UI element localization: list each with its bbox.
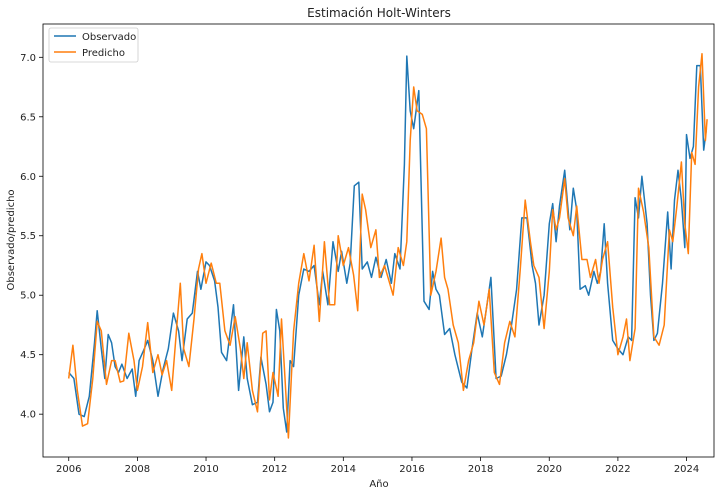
y-tick-label: 4.0 bbox=[20, 410, 36, 421]
x-tick-label: 2006 bbox=[56, 464, 81, 475]
x-tick-label: 2020 bbox=[537, 464, 562, 475]
x-tick-label: 2016 bbox=[399, 464, 424, 475]
x-tick-label: 2008 bbox=[125, 464, 150, 475]
y-tick-label: 6.0 bbox=[20, 172, 36, 183]
legend-label-observado: Observado bbox=[82, 32, 136, 43]
x-tick-label: 2010 bbox=[193, 464, 218, 475]
y-tick-label: 5.0 bbox=[20, 291, 36, 302]
y-tick-label: 4.5 bbox=[20, 350, 36, 361]
y-tick-label: 7.0 bbox=[20, 53, 36, 64]
legend: Observado Predicho bbox=[48, 27, 139, 63]
chart-title: Estimación Holt-Winters bbox=[307, 6, 451, 20]
x-tick-label: 2012 bbox=[262, 464, 287, 475]
series-line-predicho bbox=[67, 52, 708, 439]
x-axis-ticks: 2006 2008 2010 2012 2014 2016 2018 2020 2022 2024 bbox=[56, 457, 699, 475]
x-tick-label: 2024 bbox=[674, 464, 699, 475]
x-axis-label: Año bbox=[369, 479, 388, 490]
y-tick-label: 6.5 bbox=[20, 112, 36, 123]
y-axis-label: Observado/predicho bbox=[6, 189, 17, 290]
plot-area bbox=[42, 23, 715, 458]
y-axis-ticks: 4.0 4.5 5.0 5.5 6.0 6.5 7.0 bbox=[20, 53, 43, 421]
series-lines bbox=[67, 52, 708, 439]
x-tick-label: 2014 bbox=[331, 464, 356, 475]
x-tick-label: 2022 bbox=[605, 464, 630, 475]
x-tick-label: 2018 bbox=[468, 464, 493, 475]
y-tick-label: 5.5 bbox=[20, 231, 36, 242]
legend-label-predicho: Predicho bbox=[82, 48, 125, 59]
